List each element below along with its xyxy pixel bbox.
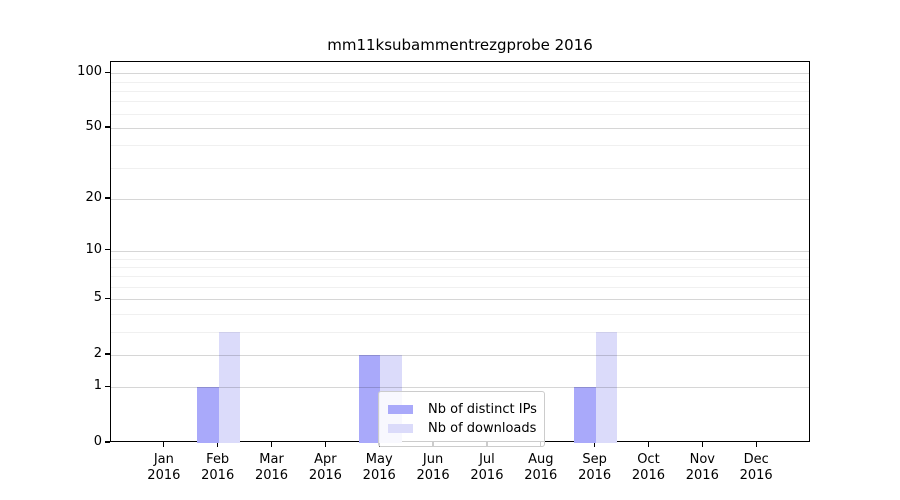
x-tick-year: 2016	[201, 468, 235, 483]
gridline-major-20	[111, 199, 809, 201]
legend-swatch-distinct-ips	[388, 405, 413, 414]
bar-nb-of-downloads-feb-2016	[218, 331, 241, 443]
x-tick-mark-dec-2016	[755, 442, 757, 447]
y-tick-mark-2	[105, 353, 110, 355]
y-tick-mark-100	[105, 71, 110, 73]
bar-nb-of-downloads-sep-2016	[595, 331, 618, 443]
x-tick-year: 2016	[254, 468, 289, 483]
x-tick-year: 2016	[470, 468, 504, 483]
gridline-minor-6	[111, 287, 809, 289]
legend-item-downloads: Nb of downloads	[388, 419, 537, 438]
legend-label-distinct-ips: Nb of distinct IPs	[428, 402, 537, 417]
x-tick-month: Dec	[743, 452, 769, 467]
y-tick-label-2: 2	[93, 345, 102, 361]
x-tick-month: Apr	[314, 452, 337, 467]
x-tick-month: Feb	[206, 452, 230, 467]
gridline-minor-70	[111, 101, 809, 103]
x-tick-mark-feb-2016	[217, 442, 219, 447]
y-tick-mark-20	[105, 197, 110, 199]
gridline-major-5	[111, 299, 809, 301]
gridline-major-100	[111, 73, 809, 75]
x-tick-month: Oct	[637, 452, 660, 467]
y-tick-label-5: 5	[93, 290, 102, 306]
chart-title: mm11ksubammentrezgprobe 2016	[327, 36, 593, 54]
gridline-minor-80	[111, 90, 809, 92]
gridline-minor-40	[111, 145, 809, 147]
x-tick-year: 2016	[147, 468, 181, 483]
x-tick-mark-mar-2016	[270, 442, 273, 447]
x-tick-label-sep-2016: Sep 2016	[563, 452, 627, 484]
y-tick-label-10: 10	[85, 241, 102, 257]
y-tick-mark-10	[105, 249, 110, 251]
y-tick-label-0: 0	[93, 434, 102, 449]
x-tick-year: 2016	[739, 468, 773, 483]
y-tick-mark-0	[105, 441, 110, 443]
x-tick-mark-jan-2016	[163, 442, 165, 447]
gridline-minor-60	[111, 113, 809, 115]
x-tick-label-nov-2016: Nov 2016	[670, 452, 734, 484]
x-tick-mark-sep-2016	[594, 442, 596, 447]
x-tick-year: 2016	[631, 468, 665, 483]
plot-area: Nb of distinct IPs Nb of downloads	[110, 61, 810, 447]
x-tick-year: 2016	[362, 468, 396, 483]
gridline-major-2	[111, 354, 809, 356]
gridline-major-10	[111, 250, 809, 252]
legend: Nb of distinct IPs Nb of downloads	[378, 391, 545, 447]
gridline-major-50	[111, 127, 809, 129]
x-tick-month: Mar	[259, 452, 284, 467]
gridline-minor-7	[111, 276, 809, 278]
gridline-minor-8	[111, 266, 809, 268]
x-tick-label-feb-2016: Feb 2016	[186, 452, 250, 484]
x-tick-label-mar-2016: Mar 2016	[240, 452, 304, 484]
x-tick-mark-apr-2016	[324, 442, 326, 447]
gridline-minor-90	[111, 81, 809, 83]
bar-nb-of-distinct-ips-may-2016	[358, 354, 381, 443]
x-tick-month: Aug	[528, 452, 554, 467]
x-tick-mark-oct-2016	[647, 442, 650, 447]
legend-swatch-downloads	[388, 424, 413, 433]
gridline-minor-3	[111, 331, 809, 333]
x-tick-month: Jul	[479, 452, 495, 467]
x-tick-year: 2016	[685, 468, 719, 483]
x-tick-month: Nov	[689, 452, 715, 467]
x-tick-label-dec-2016: Dec 2016	[724, 452, 788, 484]
x-tick-label-apr-2016: Apr 2016	[293, 452, 357, 484]
x-tick-mark-nov-2016	[701, 442, 703, 447]
x-tick-year: 2016	[308, 468, 342, 483]
x-tick-month: Sep	[582, 452, 607, 467]
y-tick-label-1: 1	[93, 378, 102, 394]
y-tick-mark-5	[105, 297, 110, 300]
bar-nb-of-distinct-ips-feb-2016	[197, 387, 219, 443]
x-tick-label-jan-2016: Jan 2016	[132, 452, 196, 484]
legend-label-downloads: Nb of downloads	[428, 421, 537, 436]
gridline-minor-30	[111, 167, 809, 169]
x-tick-month: Jun	[422, 452, 444, 467]
x-tick-year: 2016	[416, 468, 450, 483]
x-tick-month: May	[365, 452, 393, 467]
x-tick-label-aug-2016: Aug 2016	[509, 452, 573, 484]
x-tick-year: 2016	[578, 468, 612, 483]
x-tick-label-oct-2016: Oct 2016	[616, 452, 680, 484]
bar-nb-of-distinct-ips-sep-2016	[574, 387, 596, 443]
x-tick-label-jul-2016: Jul 2016	[455, 452, 519, 484]
x-tick-year: 2016	[524, 468, 558, 483]
y-tick-label-20: 20	[85, 190, 102, 206]
gridline-minor-9	[111, 258, 809, 260]
y-tick-label-100: 100	[77, 64, 102, 80]
y-tick-mark-1	[105, 385, 110, 388]
legend-item-distinct-ips: Nb of distinct IPs	[388, 400, 537, 419]
x-tick-month: Jan	[153, 452, 174, 467]
y-tick-mark-50	[105, 126, 110, 128]
x-tick-label-jun-2016: Jun 2016	[401, 452, 465, 484]
y-tick-label-50: 50	[85, 118, 102, 134]
gridline-minor-4	[111, 314, 809, 316]
x-tick-label-may-2016: May 2016	[347, 452, 411, 484]
